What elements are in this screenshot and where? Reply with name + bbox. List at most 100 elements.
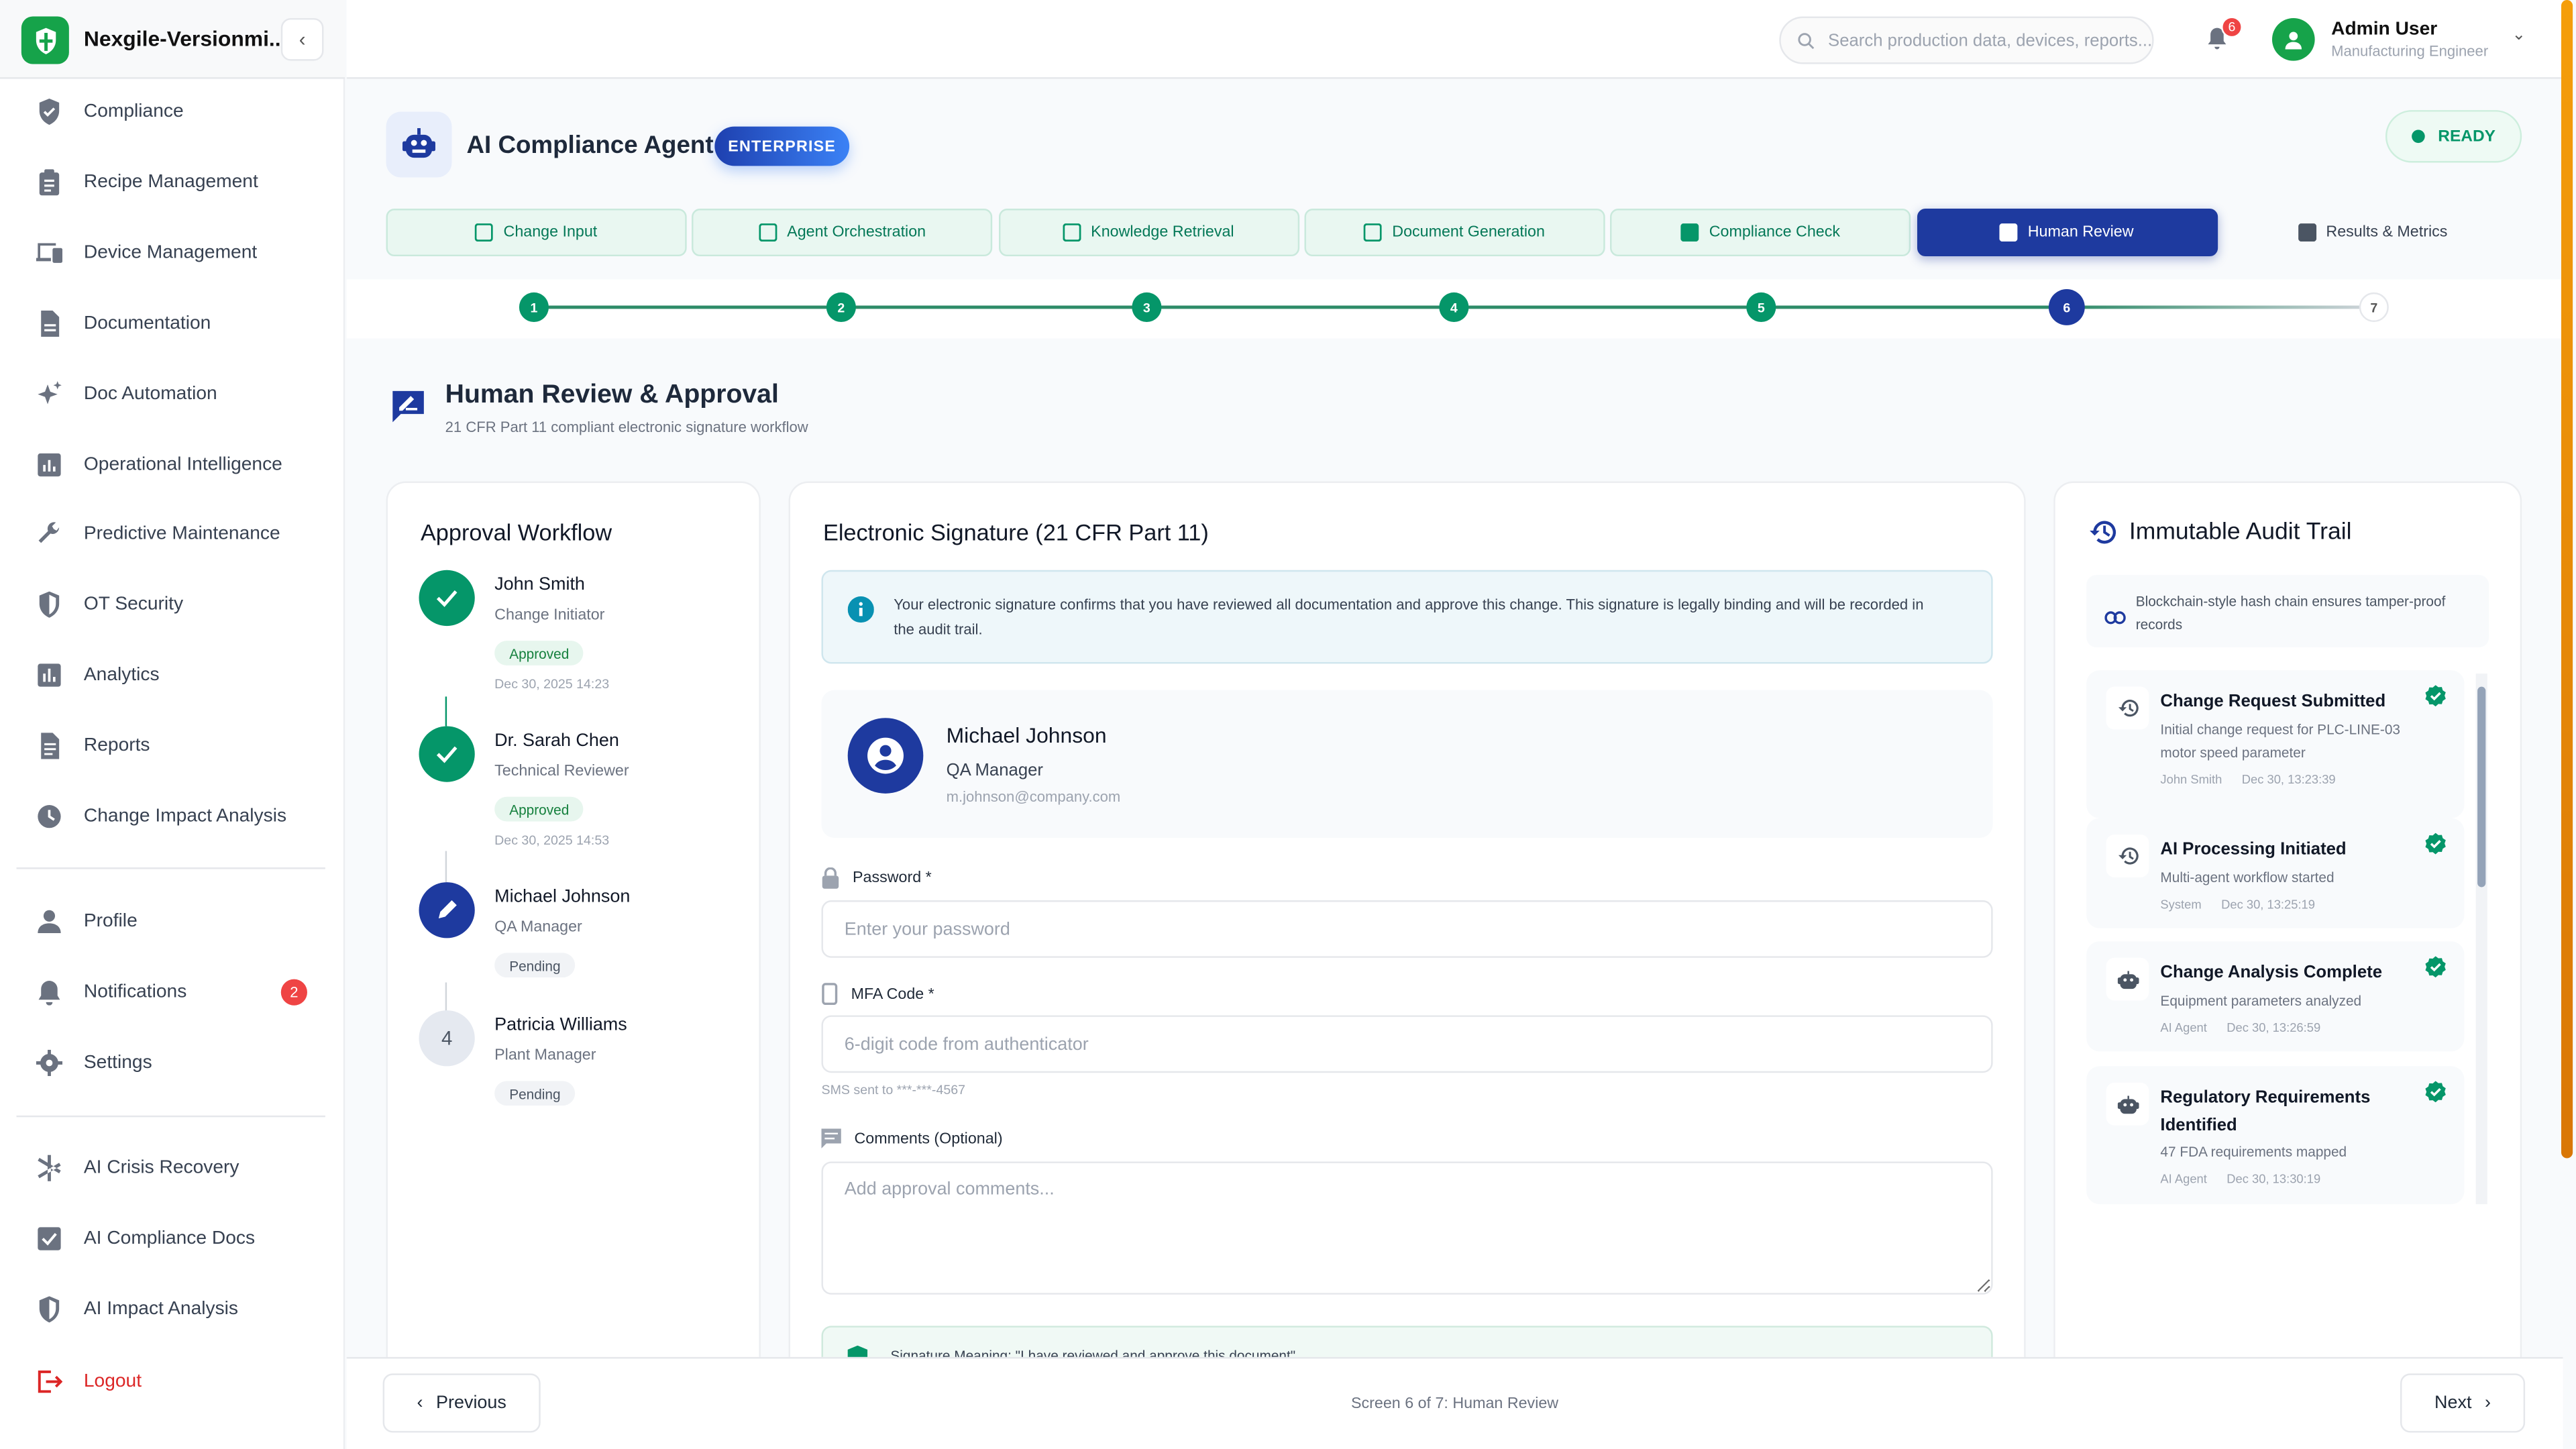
audit-entry: AI Processing Initiated Multi-agent workf…	[2086, 818, 2465, 928]
step-connector	[2066, 305, 2374, 309]
sidebar-item-device-management[interactable]: Device Management	[0, 225, 345, 281]
sidebar-item-label: Doc Automation	[83, 384, 217, 405]
approver-role: Change Initiator	[494, 606, 605, 625]
logout-button[interactable]: Logout	[0, 1354, 345, 1409]
step-5[interactable]: 5	[1746, 292, 1776, 323]
collapse-sidebar-button[interactable]: ‹	[280, 17, 324, 61]
sidebar-item-predictive-maintenance[interactable]: Predictive Maintenance	[0, 506, 345, 561]
approval-date: Dec 30, 2025 14:53	[494, 833, 610, 848]
comments-label: Comments (Optional)	[821, 1128, 1003, 1148]
tab-compliance-check[interactable]: Compliance Check	[1610, 209, 1911, 257]
user-icon	[2285, 31, 2302, 49]
step-7[interactable]: 7	[2359, 292, 2389, 323]
step-4[interactable]: 4	[1439, 292, 1469, 323]
search-input[interactable]: Search production data, devices, reports…	[1779, 16, 2154, 64]
user-role: Manufacturing Engineer	[2331, 42, 2489, 60]
logout-icon	[38, 1370, 63, 1393]
tab-document-generation[interactable]: Document Generation	[1304, 209, 1605, 257]
approver-role: QA Manager	[494, 918, 582, 936]
notifications-bell-icon[interactable]	[2206, 26, 2228, 59]
status-badge: Approved	[494, 641, 584, 665]
history-icon	[2106, 835, 2149, 877]
sidebar-item-label: Settings	[83, 1053, 152, 1073]
tab-human-review[interactable]: Human Review	[1916, 209, 2217, 257]
sidebar-item-operational-intelligence[interactable]: Operational Intelligence	[0, 437, 345, 492]
sidebar-divider	[16, 1115, 325, 1118]
sidebar-item-ai-impact-analysis[interactable]: AI Impact Analysis	[0, 1281, 345, 1337]
logout-label: Logout	[83, 1371, 142, 1392]
status-badge: Pending	[494, 953, 576, 978]
signer-email: m.johnson@company.com	[946, 788, 1121, 806]
tab-label: Agent Orchestration	[787, 223, 926, 242]
tab-label: Human Review	[2027, 223, 2134, 242]
sidebar-item-doc-automation[interactable]: Doc Automation	[0, 366, 345, 422]
sidebar-item-label: Notifications	[83, 982, 187, 1002]
sidebar-item-ai-compliance-docs[interactable]: AI Compliance Docs	[0, 1211, 345, 1267]
report-icon	[41, 733, 60, 759]
sidebar-item-settings[interactable]: Settings	[0, 1035, 345, 1091]
mfa-label: MFA Code *	[822, 983, 934, 1006]
tab-results-metrics[interactable]: Results & Metrics	[2222, 209, 2523, 256]
next-button[interactable]: Next ›	[2400, 1373, 2526, 1433]
sidebar-item-documentation[interactable]: Documentation	[0, 296, 345, 352]
audit-scrollbar[interactable]	[2475, 674, 2487, 1205]
previous-button[interactable]: ‹ Previous	[382, 1373, 541, 1433]
scrollbar-thumb[interactable]	[2477, 686, 2486, 888]
shield-icon	[39, 591, 60, 618]
status-text: READY	[2438, 127, 2496, 146]
card-title: Immutable Audit Trail	[2129, 519, 2352, 546]
step-1[interactable]: 1	[519, 292, 549, 323]
card-title: Electronic Signature (21 CFR Part 11)	[822, 519, 1209, 546]
hash-chain-text: Blockchain-style hash chain ensures tamp…	[2135, 593, 2446, 633]
approval-workflow-card: Approval Workflow	[386, 481, 761, 1401]
sidebar-item-notifications[interactable]: Notifications 2	[0, 965, 345, 1020]
approver-name: Dr. Sarah Chen	[494, 731, 619, 751]
sms-note: SMS sent to ***-***-4567	[821, 1082, 966, 1097]
document-icon	[41, 310, 60, 337]
tab-agent-orchestration[interactable]: Agent Orchestration	[692, 209, 993, 257]
sparkle-icon	[1364, 223, 1383, 242]
history-icon	[2106, 686, 2149, 730]
tab-label: Document Generation	[1392, 223, 1545, 242]
audit-entry-title: AI Processing Initiated	[2160, 839, 2347, 859]
sidebar-item-ot-security[interactable]: OT Security	[0, 577, 345, 633]
tab-change-input[interactable]: Change Input	[386, 209, 687, 257]
audit-entry: Regulatory Requirements Identified 47 FDA…	[2086, 1066, 2465, 1205]
step-3[interactable]: 3	[1132, 292, 1162, 323]
sidebar-item-compliance[interactable]: Compliance	[0, 84, 345, 140]
chevron-right-icon: ›	[2485, 1393, 2491, 1413]
page-scrollbar[interactable]	[2561, 0, 2573, 1159]
comments-textarea[interactable]	[821, 1161, 1993, 1295]
password-input[interactable]	[821, 900, 1993, 958]
signer-name: Michael Johnson	[946, 722, 1107, 748]
approver-role: Plant Manager	[494, 1046, 596, 1065]
step-6[interactable]: 6	[2048, 289, 2085, 325]
bell-icon	[38, 981, 60, 1006]
page-subtitle: 21 CFR Part 11 compliant electronic sign…	[445, 419, 808, 435]
step-connector	[1761, 305, 2067, 309]
step-2[interactable]: 2	[826, 292, 856, 323]
tab-knowledge-retrieval[interactable]: Knowledge Retrieval	[998, 209, 1299, 257]
wrench-icon	[38, 522, 60, 543]
sidebar-item-ai-crisis-recovery[interactable]: AI Crisis Recovery	[0, 1140, 345, 1196]
sidebar-item-label: Profile	[83, 912, 138, 932]
hash-chain-note: Blockchain-style hash chain ensures tamp…	[2086, 575, 2489, 647]
sidebar-item-recipe-management[interactable]: Recipe Management	[0, 154, 345, 210]
sidebar-item-profile[interactable]: Profile	[0, 894, 345, 949]
avatar[interactable]	[2271, 17, 2315, 61]
mfa-code-input[interactable]	[821, 1015, 1993, 1073]
devices-icon	[36, 243, 63, 263]
sidebar-item-reports[interactable]: Reports	[0, 718, 345, 773]
sidebar-item-analytics[interactable]: Analytics	[0, 647, 345, 703]
sidebar-item-label: AI Crisis Recovery	[83, 1158, 239, 1178]
status-dot-icon	[2412, 129, 2425, 144]
sidebar-item-change-impact-analysis[interactable]: Change Impact Analysis	[0, 789, 345, 845]
verified-badge-icon	[2425, 685, 2447, 714]
screen-status: Screen 6 of 7: Human Review	[1351, 1395, 1559, 1413]
tab-label: Compliance Check	[1709, 223, 1840, 242]
robot-icon	[2106, 957, 2149, 1001]
login-icon	[475, 223, 494, 242]
audit-entry-meta: John Smith Dec 30, 13:23:39	[2160, 772, 2335, 787]
user-menu-chevron-down-icon[interactable]: ⌄	[2512, 26, 2526, 45]
signature-edit-icon	[389, 388, 427, 432]
